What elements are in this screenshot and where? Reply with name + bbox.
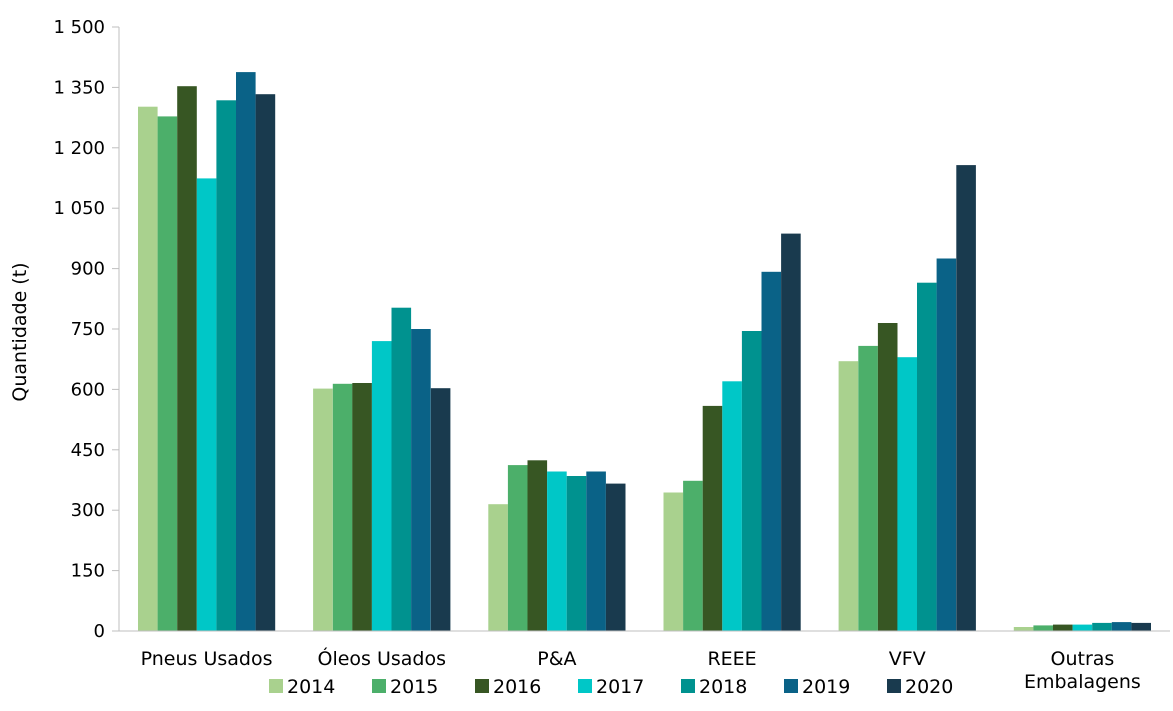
bar-2019 [236, 72, 256, 632]
bar-2016 [177, 86, 197, 631]
legend-swatch [372, 679, 386, 693]
y-tick-label: 300 [71, 500, 105, 521]
bar-2018 [566, 476, 587, 631]
legend-item: 2014 [269, 676, 335, 698]
x-category-label: Embalagens [1024, 671, 1141, 693]
bar-2018 [917, 282, 937, 631]
bars [138, 72, 1151, 632]
y-tick-label: 600 [71, 379, 105, 400]
legend-label: 2016 [493, 676, 541, 698]
y-tick-label: 750 [71, 319, 105, 340]
bar-2014 [138, 106, 158, 631]
legend-item: 2017 [578, 676, 644, 698]
legend-swatch [887, 679, 901, 693]
legend-item: 2015 [372, 676, 438, 698]
bar-2020 [1131, 622, 1151, 631]
y-axis: 0 150 300 450 600 750 900 1 050 1 200 1 350 1 500 [53, 17, 120, 642]
y-tick-label: 1 500 [53, 17, 105, 38]
bar-2017 [196, 178, 217, 631]
bar-2014 [838, 361, 859, 631]
bar-2020 [956, 165, 976, 631]
y-tick-label: 1 050 [53, 198, 105, 219]
y-tick-label: 900 [71, 259, 105, 280]
x-category-label: VFV [889, 648, 926, 670]
bar-2019 [411, 329, 431, 631]
legend-swatch [784, 679, 798, 693]
bar-2016 [1053, 624, 1073, 631]
bar-2019 [1111, 622, 1132, 631]
legend-label: 2015 [390, 676, 438, 698]
bar-2016 [877, 323, 898, 631]
bar-2020 [605, 483, 626, 631]
legend-label: 2019 [802, 676, 850, 698]
legend-label: 2014 [287, 676, 335, 698]
bar-2017 [371, 341, 392, 631]
bar-2019 [761, 271, 782, 631]
bar-2015 [157, 116, 178, 631]
legend-swatch [269, 679, 283, 693]
bar-2018 [391, 307, 412, 631]
bar-2020 [255, 94, 276, 631]
legend-swatch [681, 679, 695, 693]
x-category-label: REEE [707, 648, 756, 670]
bar-2018 [1092, 622, 1112, 631]
x-category-label: Pneus Usados [141, 648, 273, 670]
y-tick-label: 0 [94, 621, 105, 642]
x-axis: Pneus Usados Óleos Usados P&A REEE VFV Outras… [119, 630, 1170, 693]
x-category-label: P&A [537, 648, 576, 670]
bar-2015 [683, 480, 703, 631]
x-category-label: Outras [1051, 648, 1115, 670]
bar-2015 [332, 383, 353, 631]
bar-2017 [722, 381, 742, 631]
legend-swatch [578, 679, 592, 693]
bar-2014 [488, 504, 508, 631]
legend-label: 2020 [905, 676, 953, 698]
bar-2016 [352, 383, 372, 631]
bar-2019 [936, 258, 957, 631]
legend-item: 2018 [681, 676, 747, 698]
bar-2015 [507, 465, 528, 631]
legend-swatch [475, 679, 489, 693]
bar-2020 [781, 233, 801, 631]
bar-2014 [313, 388, 333, 631]
y-axis-title: Quantidade (t) [9, 262, 31, 401]
bar-2017 [1072, 624, 1093, 631]
bar-2017 [897, 357, 917, 631]
bar-2016 [702, 405, 723, 631]
y-tick-label: 1 200 [53, 138, 105, 159]
bar-2018 [216, 100, 236, 632]
bar-2015 [1033, 625, 1053, 631]
y-tick-label: 1 350 [53, 77, 105, 98]
bar-2015 [858, 345, 878, 631]
bar-2018 [741, 331, 762, 631]
x-category-label: Óleos Usados [317, 646, 446, 670]
bar-2020 [430, 388, 451, 631]
bar-2019 [586, 471, 606, 631]
legend-item: 2020 [887, 676, 953, 698]
legend-label: 2018 [699, 676, 747, 698]
legend-item: 2019 [784, 676, 850, 698]
bar-2017 [547, 471, 567, 631]
y-tick-label: 450 [71, 440, 105, 461]
bar-2014 [663, 492, 684, 631]
y-tick-label: 150 [71, 561, 105, 582]
legend: 2014 2015 2016 2017 2018 2019 2020 [269, 676, 953, 698]
legend-label: 2017 [596, 676, 644, 698]
legend-item: 2016 [475, 676, 541, 698]
bar-2014 [1013, 627, 1034, 631]
bar-2016 [527, 460, 548, 631]
